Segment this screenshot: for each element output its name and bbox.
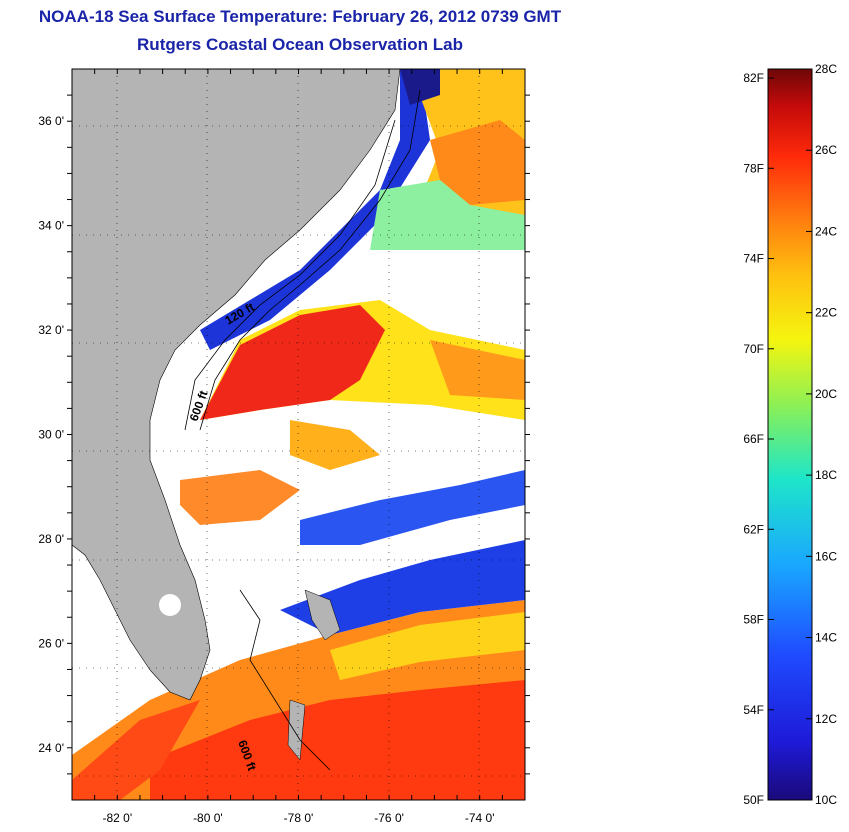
sst-patch-mid	[290, 420, 380, 470]
fahrenheit-label: 78F	[743, 161, 764, 175]
map-grid	[72, 69, 525, 800]
lat-tick-label: 36 0'	[38, 114, 64, 128]
sst-north-orange	[430, 120, 525, 205]
lon-tick-label: -80 0'	[193, 811, 223, 825]
celsius-label: 12C	[815, 712, 837, 726]
sst-patch-florida	[180, 470, 300, 525]
celsius-label: 18C	[815, 468, 837, 482]
celsius-label: 20C	[815, 387, 837, 401]
land-mass	[72, 69, 401, 701]
celsius-label: 14C	[815, 631, 837, 645]
lat-tick-label: 24 0'	[38, 741, 64, 755]
fahrenheit-label: 50F	[743, 793, 764, 807]
andros-island	[287, 699, 306, 761]
lat-tick-label: 26 0'	[38, 636, 64, 650]
fahrenheit-label: 74F	[743, 252, 764, 266]
lake-okeechobee	[159, 594, 181, 616]
map-subtitle: Rutgers Coastal Ocean Observation Lab	[137, 35, 463, 54]
celsius-label: 28C	[815, 62, 837, 76]
contour-120ft	[184, 119, 396, 431]
sst-gulfstream-red	[200, 305, 385, 420]
lat-tick-label: 30 0'	[38, 428, 64, 442]
lon-tick-label: -74 0'	[465, 811, 495, 825]
lat-tick-label: 32 0'	[38, 323, 64, 337]
lon-tick-label: -78 0'	[284, 811, 314, 825]
map-title: NOAA-18 Sea Surface Temperature: Februar…	[38, 7, 562, 26]
sst-map-panel[interactable]: 600 ft 120 ft 600 ft	[72, 69, 525, 800]
celsius-label: 22C	[815, 306, 837, 320]
lon-tick-label: -82 0'	[102, 811, 132, 825]
fahrenheit-label: 66F	[743, 432, 764, 446]
sst-cool-band	[280, 540, 525, 635]
colorbar-labels: 28C 26C 24C 22C 20C 18C 16C 14C 12C 10C 82F 78F 74F 7…	[743, 62, 837, 807]
contour-600ft	[199, 89, 421, 431]
fahrenheit-label: 62F	[743, 522, 764, 536]
sst-north-green	[370, 180, 525, 250]
sst-hot-sw	[72, 700, 200, 800]
fahrenheit-label: 70F	[743, 342, 764, 356]
sst-gulfstream-orange	[430, 340, 525, 400]
sst-warm-band	[330, 612, 525, 680]
celsius-label: 24C	[815, 224, 837, 238]
lat-tick-label: 28 0'	[38, 532, 64, 546]
celsius-label: 10C	[815, 793, 837, 807]
lat-tick-label: 34 0'	[38, 219, 64, 233]
fahrenheit-label: 54F	[743, 703, 764, 717]
sst-hot-south	[150, 680, 525, 800]
sst-cool-band-2	[300, 470, 525, 545]
colorbar-scale	[767, 68, 813, 801]
lon-tick-label: -76 0'	[374, 811, 404, 825]
axis-ticks: -82 0' -80 0' -78 0' -76 0' -74 0' 24 0' 26 0'…	[38, 69, 530, 825]
fahrenheit-label: 82F	[743, 71, 764, 85]
contour-bahamas	[239, 589, 331, 771]
celsius-label: 26C	[815, 143, 837, 157]
bahamas-island	[304, 589, 341, 641]
celsius-label: 16C	[815, 549, 837, 563]
fahrenheit-label: 58F	[743, 613, 764, 627]
sst-north-dark	[400, 69, 440, 105]
